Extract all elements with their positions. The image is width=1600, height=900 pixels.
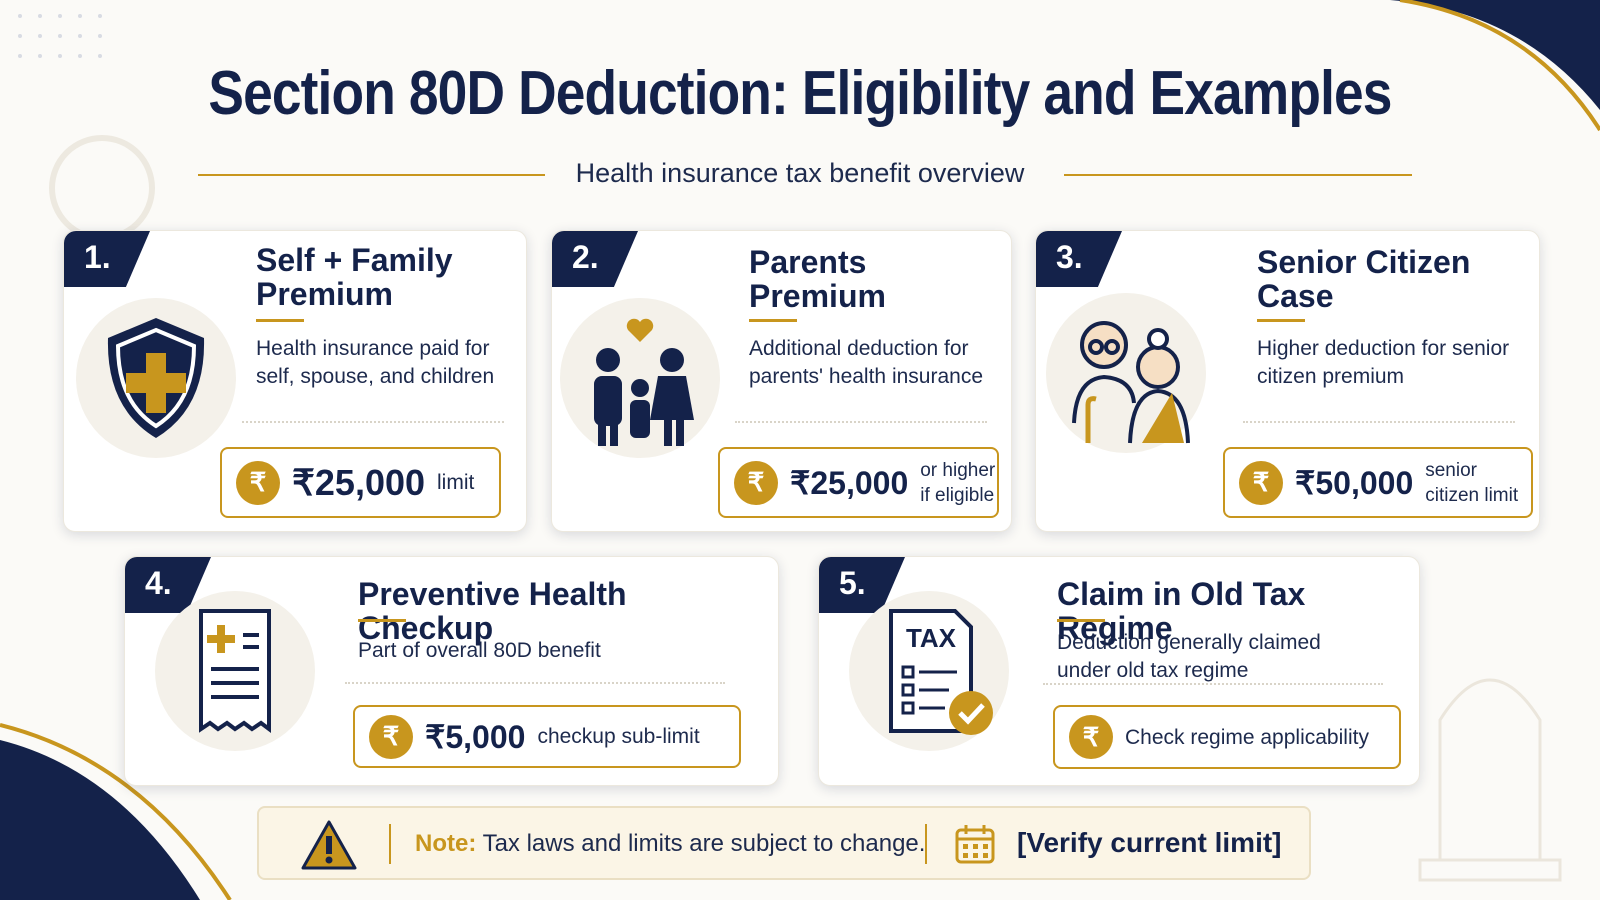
amount-note: checkup sub-limit	[537, 725, 700, 748]
title: Section 80D Deduction: Eligibility and E…	[208, 59, 1392, 128]
amount-box: ₹ Check regime applicability	[1053, 705, 1401, 769]
card: 4. Preventive Health Checkup Part of ove…	[124, 556, 779, 786]
amount-box: ₹ ₹25,000 or higher if eligible	[718, 447, 999, 518]
amount-box: ₹ ₹5,000 checkup sub-limit	[353, 705, 741, 768]
card-number: 1.	[64, 231, 150, 287]
note-bar: Note: Tax laws and limits are subject to…	[257, 806, 1311, 880]
card: 3. Senior Citizen Case Higher deduction …	[1035, 230, 1540, 532]
card: 2. Parents Premium Additional deduction …	[551, 230, 1012, 532]
coin-icon: ₹	[1069, 715, 1113, 759]
card-number: 2.	[552, 231, 638, 287]
card-description: Higher deduction for senior citizen prem…	[1257, 337, 1510, 388]
coin-icon: ₹	[734, 460, 778, 505]
amount-note: limit	[437, 471, 475, 494]
card-description: Health insurance paid for self, spouse, …	[256, 337, 495, 388]
amount-box: ₹ ₹50,000 senior citizen limit	[1223, 447, 1533, 518]
card-title: Parents Premium	[749, 244, 886, 314]
coin-icon: ₹	[369, 714, 413, 759]
note-label: Note:	[415, 830, 477, 857]
card-title: Self + Family Premium	[256, 242, 453, 312]
subtitle: Health insurance tax benefit overview	[575, 158, 1025, 188]
amount: ₹5,000	[425, 718, 526, 755]
card-number: 3.	[1036, 231, 1122, 287]
card: 5. TAX Claim in Old Tax Regime Deduction…	[818, 556, 1420, 786]
card-description: Deduction generally claimed under old ta…	[1057, 631, 1321, 682]
verify-link[interactable]: [Verify current limit]	[1017, 827, 1282, 858]
family-icon	[560, 298, 720, 458]
card-description: Additional deduction for parents' health…	[749, 337, 983, 388]
coin-icon: ₹	[236, 460, 280, 505]
card-title: Preventive Health Checkup	[358, 576, 627, 646]
amount: ₹50,000	[1295, 464, 1414, 501]
note-text: Tax laws and limits are subject to chang…	[482, 830, 926, 857]
coin-icon: ₹	[1239, 460, 1283, 505]
amount: ₹25,000	[292, 461, 426, 503]
shield-icon	[76, 298, 236, 458]
amount-note: Check regime applicability	[1125, 725, 1369, 749]
seniors-icon	[1046, 293, 1206, 453]
tax-label: TAX	[906, 623, 957, 653]
card: 1. Self + Family Premium Health insuranc…	[63, 230, 527, 532]
calendar-icon	[955, 825, 995, 864]
amount-note: or higher if eligible	[920, 459, 996, 506]
warning-icon	[301, 820, 357, 870]
card-title: Senior Citizen Case	[1257, 244, 1471, 314]
amount: ₹25,000	[790, 464, 909, 501]
amount-box: ₹ ₹25,000 limit	[220, 447, 501, 518]
amount-note: senior citizen limit	[1425, 459, 1519, 506]
card-title: Claim in Old Tax Regime	[1057, 576, 1306, 646]
tax-icon: TAX	[849, 591, 1009, 751]
checkup-icon	[155, 591, 315, 751]
card-description: Part of overall 80D benefit	[358, 639, 601, 662]
